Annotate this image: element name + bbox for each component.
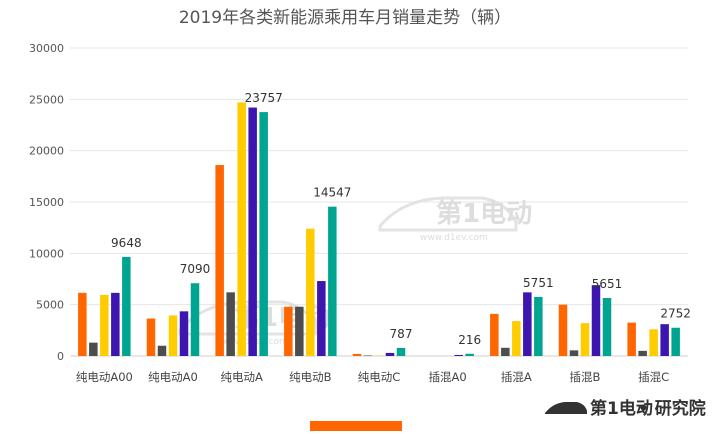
bar [122,256,131,356]
bar [660,324,669,356]
bar [78,292,87,356]
bar [501,347,510,356]
bar [671,327,680,356]
x-category-label: 插混A [501,370,532,384]
y-tick-label: 10000 [29,247,64,260]
bar [534,296,543,356]
bottom-accent-bar [310,421,402,431]
x-category-label: 纯电动A00 [76,370,133,384]
bar [580,323,590,356]
footer-suffix: • 研究院 [638,398,706,419]
y-tick-label: 20000 [29,145,64,158]
bar [558,304,568,356]
data-label: 5751 [523,276,554,290]
bar [454,354,463,356]
watermark-logo-text: 第1电动 [234,302,330,333]
bar [259,112,268,356]
bar [602,297,612,356]
bar [490,313,499,356]
y-axis-ticks: 0 5000 10000 15000 20000 25000 30000 [29,42,64,363]
data-label: 9648 [111,236,142,250]
footer-logo: 第1电动 • 研究院 [545,398,706,419]
bar [638,350,647,356]
bar [374,355,384,356]
x-axis-categories: 纯电动A00 纯电动A0 纯电动A 纯电动B 纯电动C 插混A0 插混A 插混B 插混C [76,370,669,384]
y-tick-label: 30000 [29,42,64,55]
bar [237,102,246,356]
bar [352,353,362,356]
bar [396,347,406,356]
watermark-url-text: www.d1ev.com [420,233,488,243]
bar [627,322,636,356]
bar [179,311,189,356]
y-tick-label: 15000 [29,196,64,209]
y-tick-label: 0 [57,350,64,363]
x-category-label: 纯电动B [289,370,331,384]
x-category-label: 纯电动A0 [148,370,198,384]
bar [168,315,178,356]
bar [649,329,658,356]
x-category-label: 纯电动A [220,370,262,384]
data-label: 216 [458,333,481,347]
x-category-label: 插混A0 [429,370,467,384]
bar [385,352,395,356]
bar [306,228,315,356]
footer-brand: 第1电动 [590,398,653,419]
bar [512,321,521,356]
data-label: 2752 [660,307,691,321]
bar [157,345,167,356]
bar [226,292,235,356]
x-category-label: 插混C [638,370,669,384]
car-watermark-icon [378,196,518,232]
y-tick-label: 5000 [36,299,64,312]
data-label: 14547 [313,186,351,200]
data-labels: 9648 7090 23757 14547 787 216 5751 5651 2752 [111,91,691,347]
chart-title: 2019年各类新能源乘用车月销量走势（辆） [179,8,511,28]
bars [78,102,680,357]
bar [295,306,304,356]
bar [215,165,224,356]
bar [317,281,326,356]
bar [284,306,293,356]
bar [100,294,109,356]
bar [523,292,532,356]
watermark-logo-text: 第1电动 [436,198,532,229]
bar [89,342,98,356]
gridlines [70,47,688,357]
data-label: 787 [390,327,413,341]
x-category-label: 插混B [570,370,601,384]
watermark-logo-center: 第1电动 www.d1ev.com [378,196,532,243]
bar [328,206,337,356]
data-label: 7090 [180,262,211,276]
bar [248,107,257,357]
bar [190,283,200,356]
bar [111,292,120,356]
car-logo-icon [545,402,587,414]
bar [569,350,579,356]
bar [465,353,474,356]
bar [363,355,373,356]
y-tick-label: 25000 [29,93,64,106]
data-label: 23757 [245,91,283,105]
bar [591,285,601,356]
data-label: 5651 [592,277,623,291]
x-category-label: 纯电动C [358,370,401,384]
bar [146,318,156,356]
